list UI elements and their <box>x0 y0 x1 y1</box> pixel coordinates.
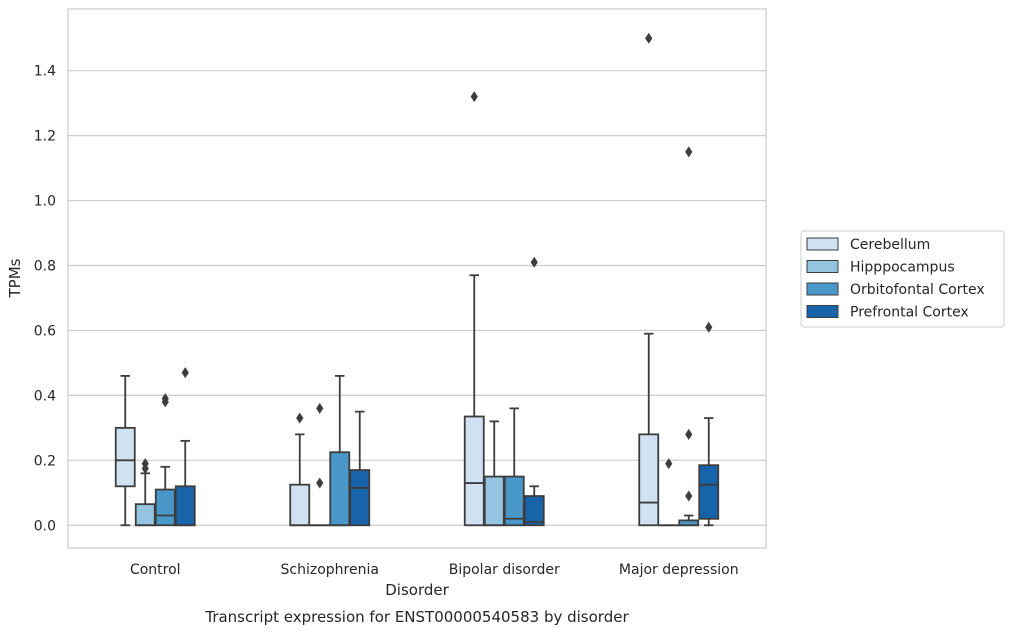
legend-label: Cerebellum <box>850 237 930 253</box>
x-tick-labels: Control Schizophrenia Bipolar disorder Majo… <box>130 562 739 578</box>
box-body <box>174 485 196 527</box>
outlier-point <box>181 367 189 379</box>
box-prefrontal-cortex <box>349 410 371 527</box>
outlier-point <box>530 256 538 268</box>
box-body <box>483 475 505 527</box>
box-hipppocampus <box>483 420 505 527</box>
legend-swatch <box>806 260 839 273</box>
plot-area <box>67 8 767 549</box>
outlier-point <box>470 91 478 103</box>
box-hipppocampus <box>658 458 680 527</box>
x-tick-label: Major depression <box>619 562 739 578</box>
box-body <box>698 464 720 520</box>
legend-frame <box>800 230 1005 328</box>
x-tick-label: Schizophrenia <box>281 562 379 578</box>
box-body <box>523 495 545 527</box>
box-body <box>134 503 156 527</box>
y-tick-label: 1.4 <box>34 64 56 80</box>
y-tick-label: 0.4 <box>34 388 56 404</box>
box-prefrontal-cortex <box>523 256 545 527</box>
outlier-point <box>685 146 693 158</box>
y-gridlines <box>68 70 766 526</box>
legend-swatch <box>806 282 839 296</box>
outlier-point <box>685 490 693 502</box>
outlier-point <box>316 402 324 414</box>
box-body <box>503 475 525 527</box>
box-orbitofontal-cortex <box>678 146 700 527</box>
outlier-point <box>665 458 673 470</box>
box-orbitofontal-cortex <box>503 407 525 527</box>
outlier-point <box>296 412 304 424</box>
box-cerebellum <box>289 412 311 527</box>
box-orbitofontal-cortex <box>329 375 351 527</box>
box-body <box>154 488 176 527</box>
box-cerebellum <box>114 375 136 527</box>
box-body <box>349 469 371 527</box>
outlier-point <box>685 428 693 440</box>
y-tick-label: 0.2 <box>34 453 56 469</box>
box-body <box>463 415 485 527</box>
box-hipppocampus <box>134 458 156 527</box>
outlier-point <box>645 32 653 44</box>
y-axis-title: TPMs <box>6 258 24 298</box>
chart-caption: Transcript expression for ENST0000054058… <box>204 608 629 626</box>
y-tick-label: 0.6 <box>34 323 56 339</box>
box-body <box>289 483 311 527</box>
box-body <box>638 433 660 527</box>
x-tick-label: Control <box>130 562 181 578</box>
boxes <box>114 32 720 527</box>
y-tick-labels: 0.0 0.2 0.4 0.6 0.8 1.0 1.2 1.4 <box>34 64 56 535</box>
legend-label: Orbitofontal Cortex <box>850 282 985 298</box>
outlier-point <box>141 458 149 470</box>
box-cerebellum <box>638 32 660 527</box>
legend-swatch <box>806 305 839 318</box>
y-tick-label: 0.0 <box>34 518 56 534</box>
box-orbitofontal-cortex <box>154 393 176 527</box>
box-body <box>114 426 136 488</box>
outlier-point <box>316 477 324 489</box>
box-body <box>329 451 351 527</box>
box-prefrontal-cortex <box>174 367 196 527</box>
y-tick-label: 0.8 <box>34 259 56 275</box>
box-prefrontal-cortex <box>698 321 720 527</box>
outlier-point <box>705 321 713 333</box>
x-axis-title: Disorder <box>385 581 449 599</box>
y-tick-label: 1.2 <box>34 129 56 145</box>
box-cerebellum <box>463 91 485 527</box>
outlier-point <box>161 393 169 405</box>
legend-label: Hipppocampus <box>850 260 955 276</box>
x-tick-label: Bipolar disorder <box>449 562 560 578</box>
legend: Cerebellum Hipppocampus Orbitofontal Corte… <box>800 230 1005 328</box>
legend-swatch <box>806 237 839 251</box>
y-tick-label: 1.0 <box>34 194 56 210</box>
box-hipppocampus <box>309 402 331 527</box>
legend-label: Prefrontal Cortex <box>850 305 969 321</box>
